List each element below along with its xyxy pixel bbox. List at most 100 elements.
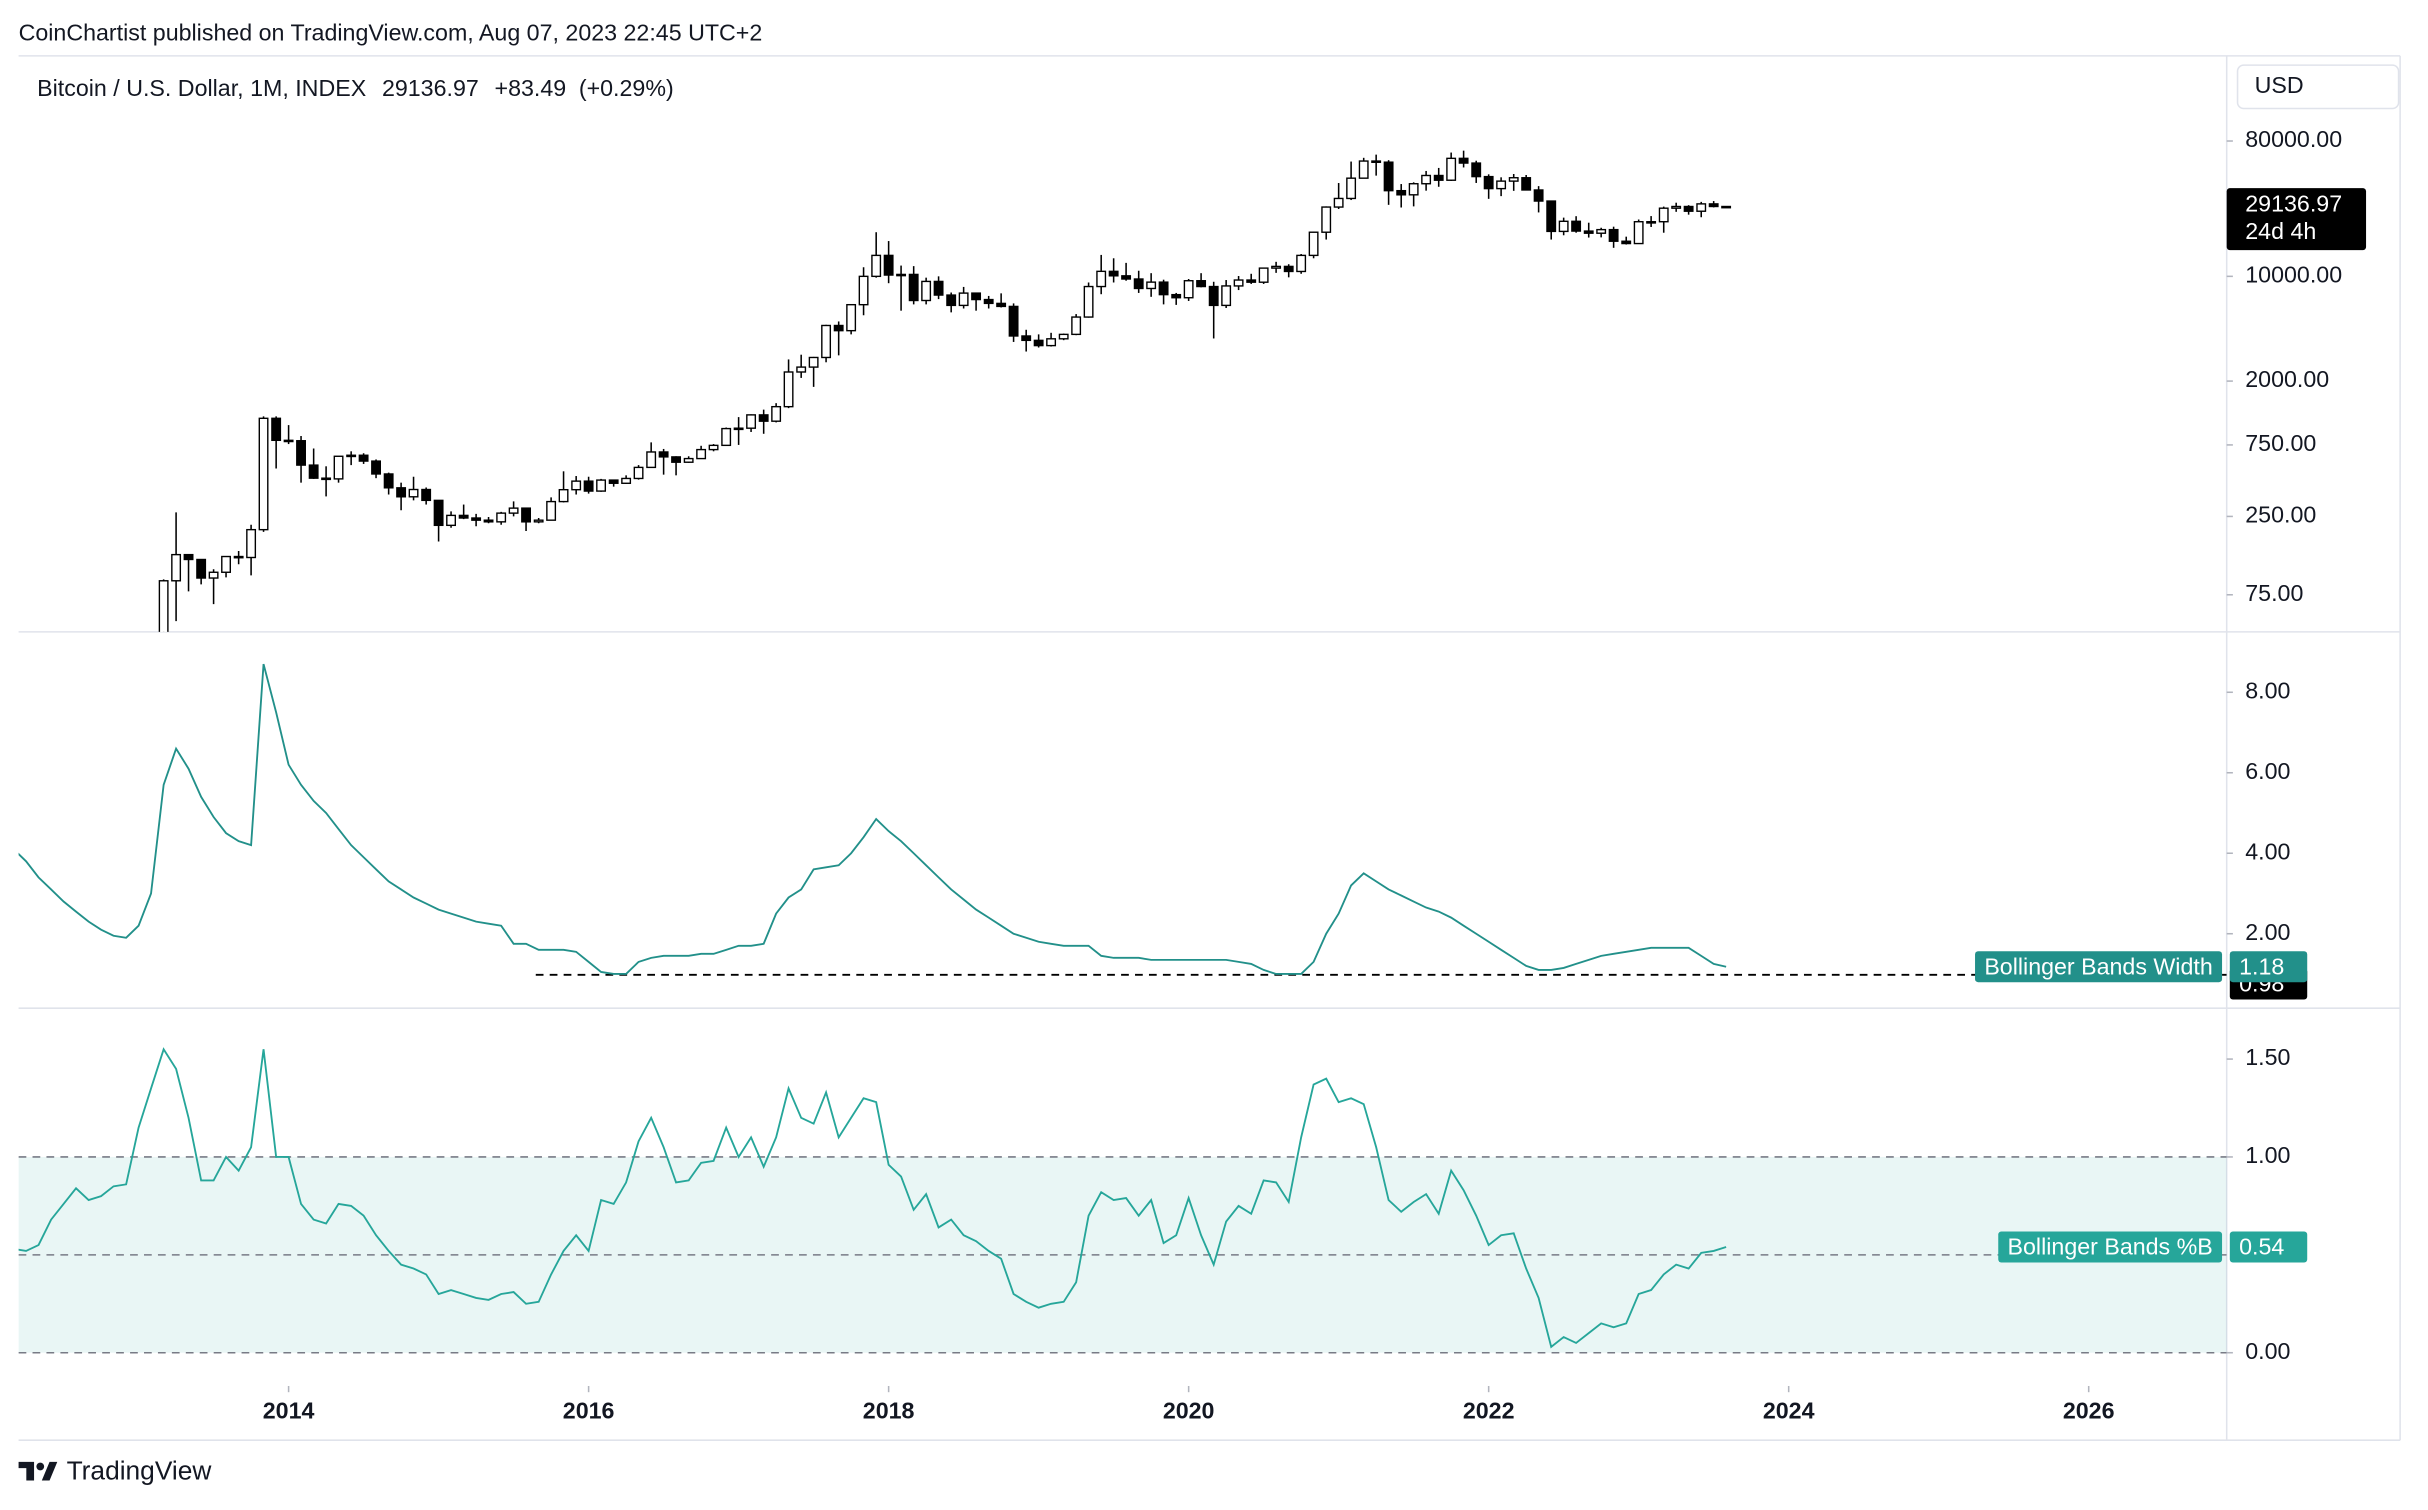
candle-body bbox=[1446, 157, 1457, 181]
candle-body bbox=[771, 405, 782, 422]
symbol-title: Bitcoin / U.S. Dollar, 1M, INDEX bbox=[37, 75, 366, 101]
candle-body bbox=[583, 480, 594, 492]
x-tick-label: 2024 bbox=[1763, 1397, 1815, 1423]
y-tick-label: 75.00 bbox=[2245, 580, 2303, 606]
x-tick-label: 2014 bbox=[263, 1397, 315, 1423]
candle-body bbox=[783, 371, 794, 408]
candle-body bbox=[1208, 285, 1219, 307]
candle-body bbox=[1683, 205, 1694, 212]
candle-body bbox=[1058, 333, 1069, 340]
candle-body bbox=[1521, 177, 1532, 191]
candle-body bbox=[258, 417, 269, 531]
y-tick-label: 10000.00 bbox=[2245, 261, 2342, 287]
candle-body bbox=[758, 414, 769, 422]
last-price-label: 29136.97 bbox=[2245, 190, 2342, 216]
candle-body bbox=[1021, 335, 1032, 342]
candle-body bbox=[871, 254, 882, 278]
series-line bbox=[18, 1047, 1727, 1349]
candle-body bbox=[158, 580, 169, 632]
footer-brand: TradingView bbox=[67, 1456, 213, 1486]
logo-mark bbox=[41, 1461, 58, 1481]
series-value-badge-text: 1.18 bbox=[2239, 953, 2284, 979]
candle-body bbox=[796, 366, 807, 373]
candle-body bbox=[1221, 285, 1232, 307]
y-tick-label: 8.00 bbox=[2245, 677, 2290, 703]
candle-body bbox=[546, 500, 557, 521]
candle-body bbox=[671, 456, 682, 463]
last-price-bg bbox=[2226, 188, 2367, 251]
candle-body bbox=[308, 464, 319, 479]
x-tick-label: 2016 bbox=[563, 1397, 615, 1423]
candle-body bbox=[658, 451, 669, 458]
candle-body bbox=[908, 273, 919, 302]
series-value-badge-bg bbox=[2229, 1231, 2308, 1263]
candle-body bbox=[1483, 175, 1494, 190]
candle-body bbox=[333, 455, 344, 480]
header-price: 29136.97 bbox=[382, 75, 479, 101]
x-tick-label: 2026 bbox=[2063, 1397, 2115, 1423]
candle-body bbox=[933, 280, 944, 296]
candle-body bbox=[1346, 177, 1357, 200]
candle-body bbox=[1071, 316, 1082, 336]
candle-body bbox=[1696, 203, 1707, 212]
candle-body bbox=[246, 528, 257, 559]
candle-body bbox=[571, 480, 582, 491]
candle-body bbox=[1383, 161, 1394, 192]
candle-body bbox=[1096, 270, 1107, 288]
candle-body bbox=[483, 519, 494, 523]
published-note: CoinChartist published on TradingView.co… bbox=[19, 19, 763, 45]
series-value-badge: 1.18 bbox=[2229, 951, 2308, 983]
candle-body bbox=[233, 555, 244, 559]
series-value-badge-bg bbox=[2229, 951, 2308, 983]
candle-body bbox=[1396, 189, 1407, 196]
series-value-badge-text: 0.54 bbox=[2239, 1234, 2284, 1260]
symbol-header: Bitcoin / U.S. Dollar, 1M, INDEX 29136.9… bbox=[37, 75, 674, 101]
candle-body bbox=[683, 457, 694, 463]
candle-body bbox=[596, 479, 607, 492]
series-line bbox=[18, 663, 1727, 975]
x-tick-label: 2022 bbox=[1463, 1397, 1515, 1423]
x-tick-label: 2020 bbox=[1163, 1397, 1215, 1423]
candle-body bbox=[1421, 174, 1432, 185]
y-tick-label: 4.00 bbox=[2245, 838, 2290, 864]
y-tick-label: 2000.00 bbox=[2245, 366, 2329, 392]
candle-body bbox=[1246, 279, 1257, 283]
candle-body bbox=[858, 275, 869, 306]
candle-body bbox=[508, 507, 519, 514]
candle-body bbox=[533, 519, 544, 523]
candle-body bbox=[1083, 285, 1094, 318]
series-value-badge: 0.54 bbox=[2229, 1231, 2308, 1263]
series-name-badge-bg bbox=[1975, 951, 2223, 983]
candle-body bbox=[1596, 228, 1607, 234]
candle-body bbox=[708, 444, 719, 451]
candle-body bbox=[1583, 230, 1594, 234]
candle-body bbox=[1283, 265, 1294, 273]
logo-mark bbox=[18, 1461, 35, 1481]
candle-body bbox=[1533, 189, 1544, 202]
candle-body bbox=[1108, 270, 1119, 277]
candle-body bbox=[221, 555, 231, 573]
candle-body bbox=[1133, 278, 1144, 290]
logo-mark bbox=[36, 1462, 45, 1471]
candle-body bbox=[1233, 279, 1244, 287]
candle-body bbox=[1321, 206, 1332, 233]
series-name-badge-bg bbox=[1998, 1231, 2223, 1263]
currency-button[interactable] bbox=[2236, 64, 2400, 110]
y-tick-label: 750.00 bbox=[2245, 430, 2316, 456]
candle-body bbox=[446, 514, 457, 527]
candle-body bbox=[346, 454, 357, 458]
y-tick-label: 0.00 bbox=[2245, 1338, 2290, 1364]
candle-body bbox=[1658, 207, 1669, 223]
plot bbox=[18, 663, 2227, 976]
candle-body bbox=[1496, 180, 1507, 190]
candle-body bbox=[1371, 160, 1382, 163]
footer-logo: TradingView bbox=[18, 1456, 213, 1486]
candle-body bbox=[1296, 254, 1307, 273]
candle-body bbox=[283, 439, 294, 443]
candle-body bbox=[883, 254, 894, 276]
badges: Bollinger Bands %B 0.54 bbox=[1998, 1231, 2308, 1263]
candle-body bbox=[1708, 203, 1719, 208]
